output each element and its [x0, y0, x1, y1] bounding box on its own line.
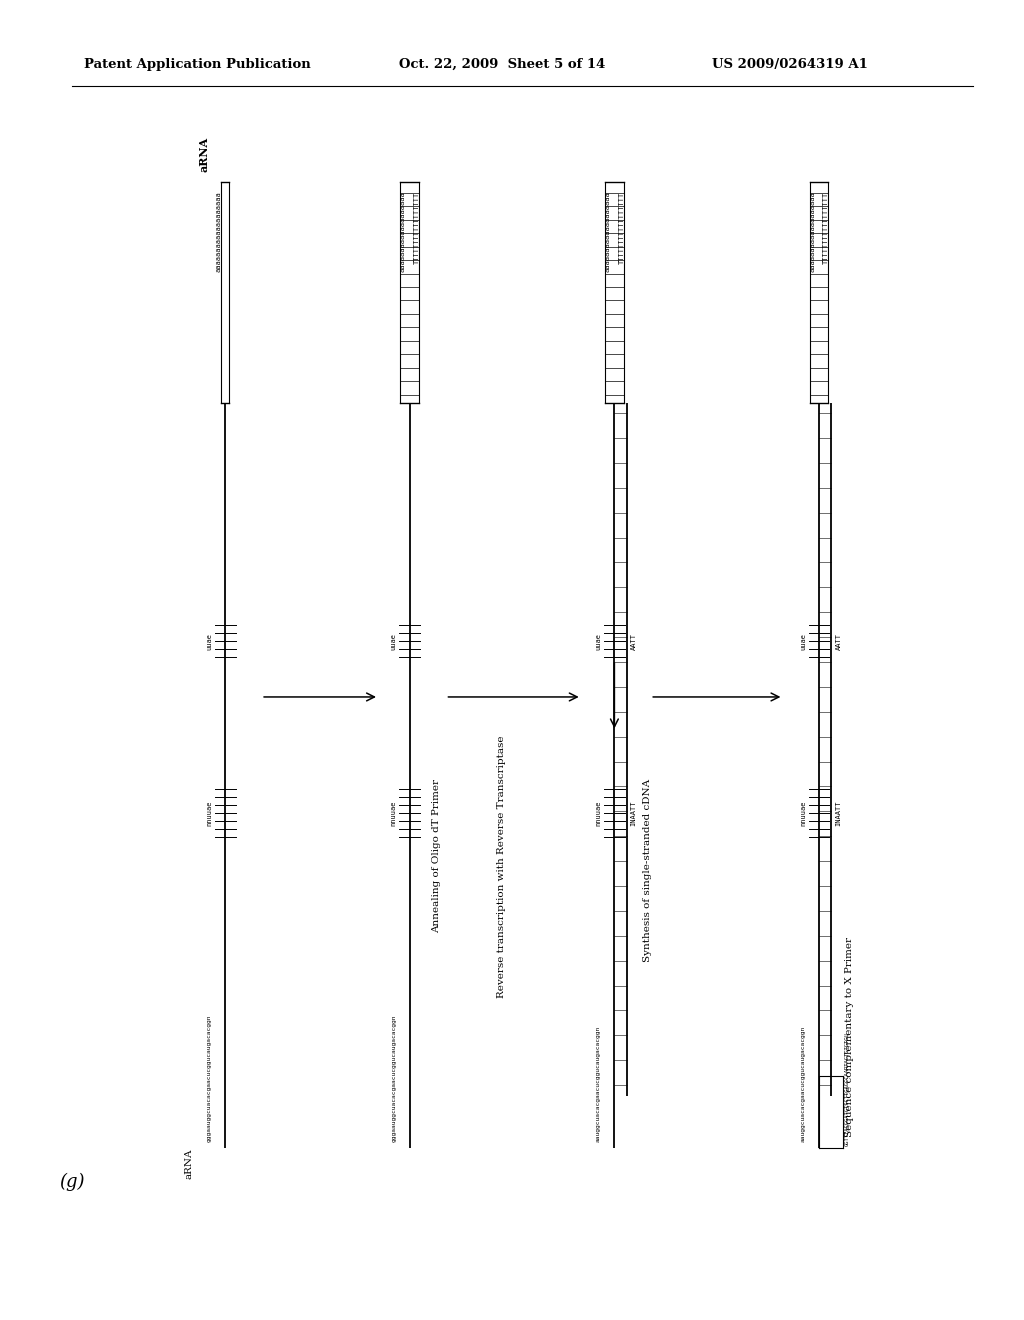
Text: aaaaaaaaaaaaaaaaaaa: aaaaaaaaaaaaaaaaaaa: [399, 191, 406, 272]
Text: AATT: AATT: [631, 632, 637, 649]
Text: TTTTTTTTTTTTTTTTT: TTTTTTTTTTTTTTTTT: [823, 191, 829, 264]
Text: uuae: uuae: [595, 632, 601, 649]
Text: nnuuae: nnuuae: [800, 800, 806, 825]
Text: aauggcuacacgaacucggucaugacacggn: aauggcuacacgaacucggucaugacacggn: [801, 1026, 806, 1142]
Text: Synthesis of single-stranded cDNA: Synthesis of single-stranded cDNA: [643, 779, 652, 962]
Text: Annealing of Oligo dT Primer: Annealing of Oligo dT Primer: [432, 779, 441, 933]
Text: INAATT: INAATT: [631, 800, 637, 825]
Text: Oct. 22, 2009  Sheet 5 of 14: Oct. 22, 2009 Sheet 5 of 14: [399, 58, 606, 71]
Text: US 2009/0264319 A1: US 2009/0264319 A1: [712, 58, 867, 71]
Text: aauggcuacacgaacucggucaugacacggn: aauggcuacacgaacucggucaugacacggn: [596, 1026, 601, 1142]
Text: Sequence complementary to X Primer: Sequence complementary to X Primer: [845, 937, 854, 1138]
Text: aaaaaaaaaaaaaaaaaaa: aaaaaaaaaaaaaaaaaaa: [215, 191, 221, 272]
Text: aaaaaaaaaaaaaaaaaaa: aaaaaaaaaaaaaaaaaaa: [604, 191, 610, 272]
Text: aRNA: aRNA: [184, 1148, 194, 1179]
Text: nnuuae: nnuuae: [595, 800, 601, 825]
Text: (g): (g): [59, 1172, 85, 1191]
Text: TTTTTTTTTTTTTTTTT: TTTTTTTTTTTTTTTTT: [618, 191, 625, 264]
Text: GGTTTACGGATGTSCTTGAGCCAARTACTGTGTGU: GGTTTACGGATGTSCTTGAGCCAARTACTGTGTGU: [845, 1032, 850, 1146]
Text: uuae: uuae: [390, 632, 396, 649]
Text: AATT: AATT: [836, 632, 842, 649]
Text: nnuuae: nnuuae: [206, 800, 212, 825]
Text: uuae: uuae: [206, 632, 212, 649]
Text: TTTTTTTTTTTTTTTTT: TTTTTTTTTTTTTTTTT: [414, 191, 420, 264]
Text: gggaauggcuacacgaacucggucaugacacggn: gggaauggcuacacgaacucggucaugacacggn: [391, 1014, 396, 1142]
Text: Reverse transcription with Reverse Transcriptase: Reverse transcription with Reverse Trans…: [497, 735, 506, 998]
Text: Patent Application Publication: Patent Application Publication: [84, 58, 310, 71]
Text: gggaauggcuacacgaacucggucaugacacggn: gggaauggcuacacgaacucggucaugacacggn: [207, 1014, 212, 1142]
Text: nnuuae: nnuuae: [390, 800, 396, 825]
Text: INAATT: INAATT: [836, 800, 842, 825]
Text: aRNA: aRNA: [199, 136, 210, 172]
Text: aaaaaaaaaaaaaaaaaaa: aaaaaaaaaaaaaaaaaaa: [809, 191, 815, 272]
Text: uuae: uuae: [800, 632, 806, 649]
